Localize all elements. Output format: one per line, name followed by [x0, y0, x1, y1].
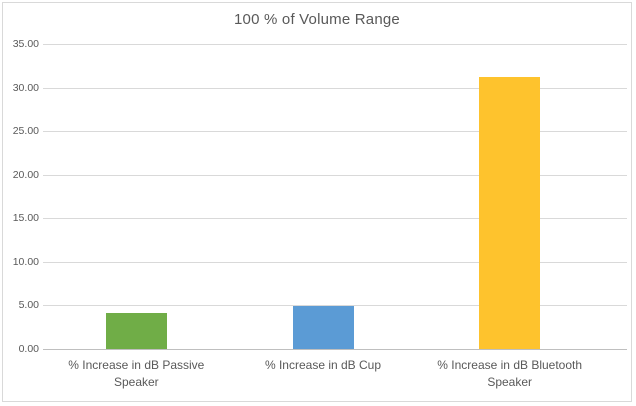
gridline — [43, 44, 627, 45]
bar-increase-in-db-cup — [292, 306, 354, 349]
x-label-slot: % Increase in dB Passive Speaker — [43, 357, 230, 392]
y-tick-label: 20.00 — [12, 168, 39, 181]
bar-slot — [230, 44, 417, 349]
gridline — [43, 87, 627, 89]
y-tick-label: 25.00 — [12, 125, 39, 138]
gridline — [43, 305, 627, 307]
plot-area — [43, 44, 627, 350]
bar-increase-in-db-passive-speaker — [105, 313, 167, 349]
y-tick-label: 15.00 — [12, 212, 39, 225]
x-axis-line — [43, 349, 627, 350]
gridline — [43, 218, 627, 220]
gridline — [43, 131, 627, 133]
gridline — [43, 174, 627, 176]
chart-title: 100 % of Volume Range — [234, 11, 400, 28]
y-tick-label: 0.00 — [18, 343, 39, 355]
gridline — [43, 261, 627, 263]
x-category-label: % Increase in dB Bluetooth Speaker — [437, 358, 583, 390]
y-tick-label: 10.00 — [12, 255, 39, 268]
x-category-label: % Increase in dB Passive Speaker — [68, 358, 205, 390]
bar-increase-in-db-bluetooth-speaker — [479, 77, 541, 349]
y-tick-label: 5.00 — [18, 299, 39, 312]
y-tick-label: 35.00 — [12, 38, 39, 50]
x-axis-category-labels: % Increase in dB Passive Speaker % Increa… — [43, 357, 603, 392]
chart-frame: 100 % of Volume Range 0.00 5.00 10.00 15.00… — [2, 2, 632, 402]
bar-slot — [43, 44, 230, 349]
y-tick-label: 30.00 — [12, 81, 39, 94]
bar-slot — [416, 44, 603, 349]
bars-container — [43, 44, 603, 349]
x-label-slot: % Increase in dB Bluetooth Speaker — [416, 357, 603, 392]
x-category-label: % Increase in dB Cup — [264, 358, 382, 372]
x-label-slot: % Increase in dB Cup — [230, 357, 417, 392]
